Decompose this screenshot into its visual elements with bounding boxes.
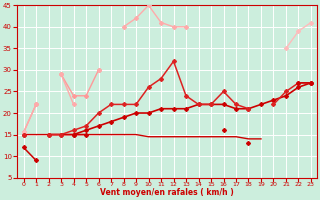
X-axis label: Vent moyen/en rafales ( km/h ): Vent moyen/en rafales ( km/h ) [100,188,234,197]
